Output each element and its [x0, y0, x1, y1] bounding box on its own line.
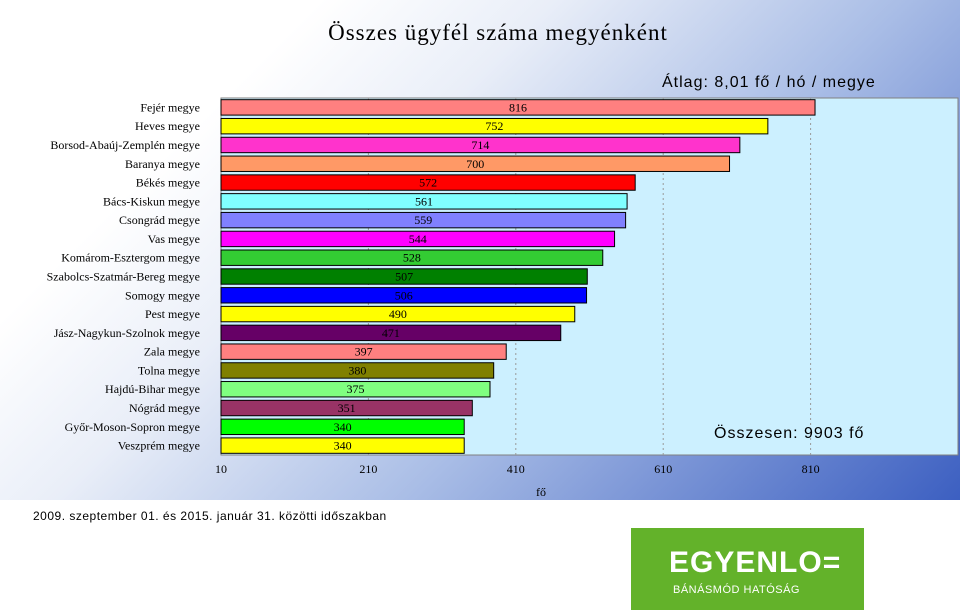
data-label: 506 [395, 288, 413, 302]
data-label: 340 [334, 439, 352, 453]
category-labels: Fejér megye Heves megye Borsod-Abaúj-Zempl… [47, 100, 200, 452]
bar [220, 418, 465, 436]
category-label: Baranya megye [125, 157, 200, 171]
category-label: Vas megye [148, 232, 200, 246]
bar [220, 117, 769, 135]
data-label: 561 [415, 194, 433, 208]
data-label: 700 [466, 157, 484, 171]
category-label: Veszprém megye [118, 439, 200, 453]
bar [220, 268, 588, 285]
data-label: 714 [471, 138, 489, 152]
bar [220, 211, 627, 229]
category-label: Hajdú-Bihar megye [105, 382, 200, 396]
category-label: Csongrád megye [119, 213, 200, 227]
bar [220, 381, 491, 398]
bar [220, 362, 495, 379]
x-tick-label: 410 [507, 462, 525, 476]
data-label: 375 [347, 382, 365, 396]
data-label: 490 [389, 307, 407, 321]
data-label: 471 [382, 326, 400, 340]
x-tick-labels: 10 210 410 610 810 [215, 462, 820, 476]
category-label: Győr-Moson-Sopron megye [65, 420, 200, 434]
bar [220, 287, 588, 304]
data-label: 544 [409, 232, 427, 246]
category-label: Bács-Kiskun megye [103, 194, 200, 208]
bar [220, 174, 636, 191]
data-label: 528 [403, 251, 421, 265]
category-label: Pest megye [145, 307, 200, 321]
category-label: Szabolcs-Szatmár-Bereg megye [47, 270, 200, 284]
data-label: 397 [355, 345, 373, 359]
data-label: 340 [334, 420, 352, 434]
bar [220, 305, 576, 323]
data-label: 351 [338, 401, 356, 415]
x-tick-label: 610 [654, 462, 672, 476]
bar [220, 155, 731, 172]
bar [220, 230, 616, 248]
logo: EGYENLO= BÁNÁSMÓD HATÓSÁG [631, 528, 864, 610]
x-tick-label: 810 [802, 462, 820, 476]
average-annotation: Átlag: 8,01 fő / hó / megye [662, 74, 876, 91]
category-label: Zala megye [144, 345, 200, 359]
bar [220, 99, 816, 116]
data-label: 816 [509, 100, 527, 114]
data-label: 507 [395, 270, 413, 284]
bar [220, 399, 473, 417]
category-label: Komárom-Esztergom megye [61, 251, 200, 265]
x-tick-label: 10 [215, 462, 227, 476]
chart-title: Összes ügyfél száma megyénként [328, 20, 668, 45]
category-label: Heves megye [135, 119, 200, 133]
bar [220, 136, 741, 154]
category-label: Nógrád megye [129, 401, 200, 415]
bar [220, 193, 628, 210]
data-label: 559 [414, 213, 432, 227]
category-label: Somogy megye [125, 288, 200, 302]
category-label: Borsod-Abaúj-Zemplén megye [50, 138, 200, 152]
x-axis-label: fő [536, 485, 546, 499]
category-label: Jász-Nagykun-Szolnok megye [54, 326, 200, 340]
bar [220, 343, 507, 360]
data-label: 572 [419, 176, 437, 190]
category-label: Fejér megye [140, 100, 200, 114]
data-label: 380 [348, 363, 366, 377]
bar [220, 249, 604, 266]
x-tick-label: 210 [359, 462, 377, 476]
bar [220, 437, 465, 454]
logo-name: EGYENLO= [669, 546, 842, 579]
period-caption: 2009. szeptember 01. és 2015. január 31.… [33, 509, 387, 523]
total-annotation: Összesen: 9903 fő [714, 425, 865, 442]
bar-chart: 816 752 714 700 572 561 559 544 528 507 506 490 471 3… [47, 97, 959, 499]
bar [220, 324, 562, 342]
category-label: Tolna megye [138, 363, 200, 377]
data-label: 752 [485, 119, 503, 133]
bars: 816 752 714 700 572 561 559 544 528 507 506 490 471 3… [220, 99, 816, 454]
logo-subtitle: BÁNÁSMÓD HATÓSÁG [673, 584, 800, 596]
category-label: Békés megye [136, 176, 200, 190]
